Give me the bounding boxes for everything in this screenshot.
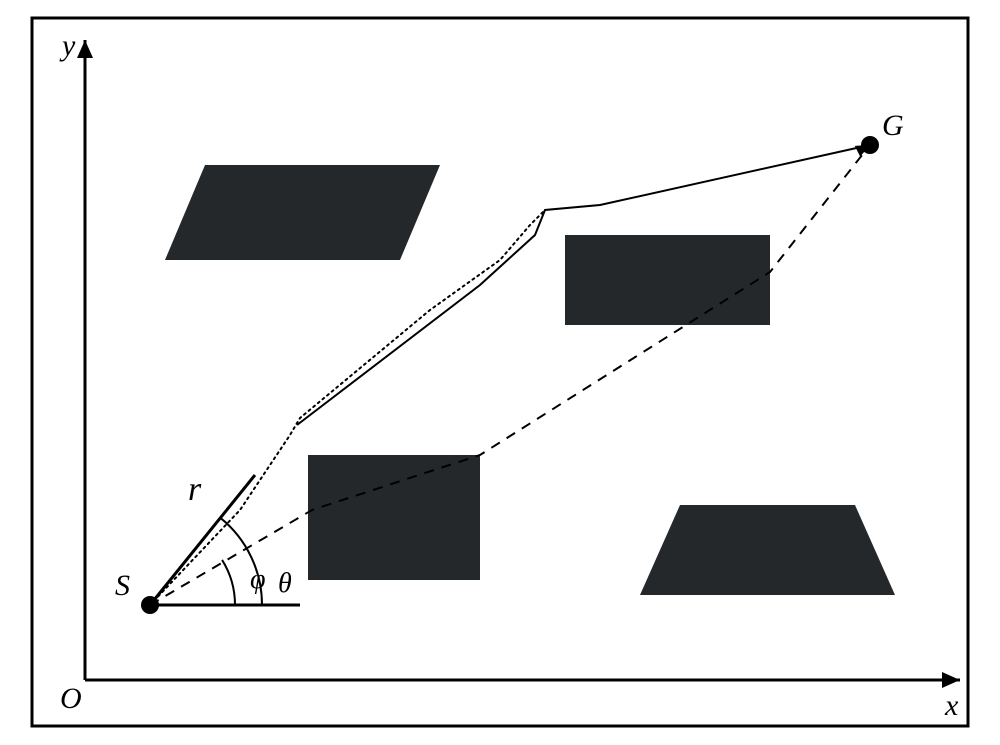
- diagram-stage: Ox y r φθ S G: [0, 0, 1000, 745]
- point-G: [861, 136, 879, 154]
- axis-label-y: y: [59, 29, 76, 62]
- axis-label-O: O: [60, 682, 82, 715]
- obstacle-trapezoid-lower-right: [640, 505, 895, 595]
- x-axis-arrow-icon: [942, 672, 960, 688]
- start-ray: [150, 475, 255, 605]
- label-phi: φ: [250, 564, 266, 595]
- outer-frame: [32, 18, 968, 726]
- angle-arc-1: [222, 560, 235, 605]
- point-label-S: S: [115, 569, 130, 602]
- y-axis-arrow-icon: [77, 40, 93, 58]
- point-label-G: G: [882, 109, 904, 142]
- point-S: [141, 596, 159, 614]
- label-theta: θ: [278, 568, 292, 599]
- axis-label-x: x: [944, 689, 959, 722]
- diagram-svg: Ox y r φθ S G: [0, 0, 1000, 745]
- obstacle-rect-center-right: [565, 235, 770, 325]
- obstacle-rect-lower-mid: [308, 455, 480, 580]
- obstacle-parallelogram-top-left: [165, 165, 440, 260]
- label-r: r: [188, 471, 202, 508]
